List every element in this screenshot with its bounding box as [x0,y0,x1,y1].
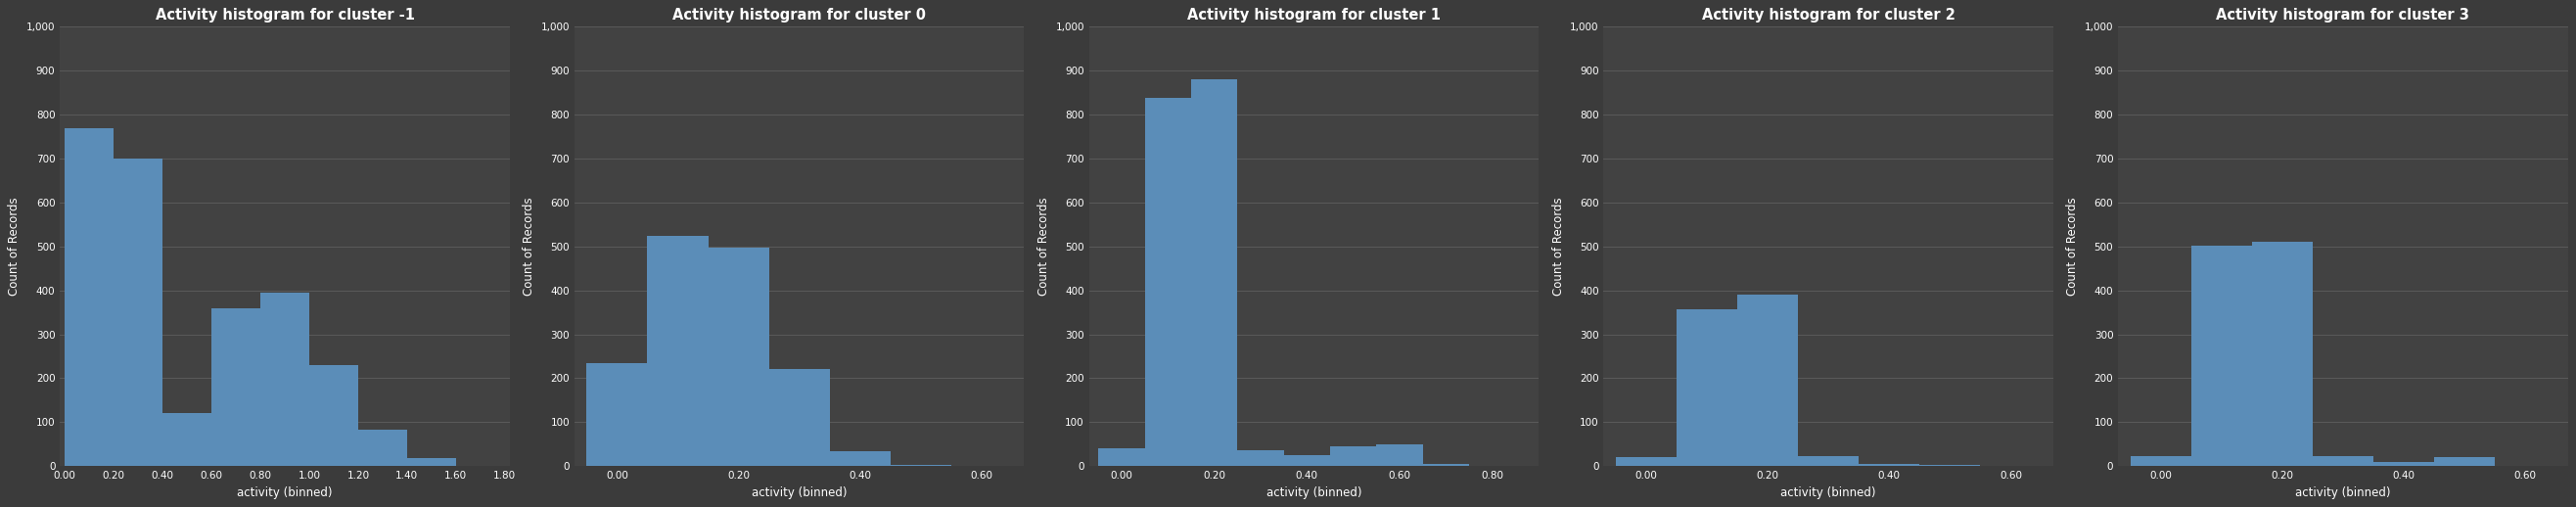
Title: Activity histogram for cluster 1: Activity histogram for cluster 1 [1188,8,1440,23]
Bar [1329,446,1376,466]
Bar [407,458,456,466]
Bar [358,430,407,466]
Bar [1422,464,1468,466]
Bar [2130,456,2192,466]
X-axis label: activity (binned): activity (binned) [1780,486,1875,499]
X-axis label: activity (binned): activity (binned) [2295,486,2391,499]
Bar [309,365,358,466]
Title: Activity histogram for cluster 2: Activity histogram for cluster 2 [1703,8,1955,23]
Title: Activity histogram for cluster -1: Activity histogram for cluster -1 [155,8,415,23]
X-axis label: activity (binned): activity (binned) [752,486,848,499]
Bar [162,413,211,466]
Y-axis label: Count of Records: Count of Records [2066,197,2079,296]
Bar [1736,295,1798,466]
Bar [1097,449,1144,466]
Bar [2192,245,2251,466]
Bar [647,235,708,466]
Bar [891,465,951,466]
X-axis label: activity (binned): activity (binned) [237,486,332,499]
Bar [1376,444,1422,466]
Bar [1190,80,1236,466]
Bar [2251,242,2313,466]
Y-axis label: Count of Records: Count of Records [1551,197,1564,296]
Bar [1798,456,1860,466]
Bar [113,159,162,466]
Y-axis label: Count of Records: Count of Records [1038,197,1051,296]
Bar [1677,309,1736,466]
Bar [1919,465,1981,466]
Title: Activity histogram for cluster 0: Activity histogram for cluster 0 [672,8,927,23]
Y-axis label: Count of Records: Count of Records [523,197,536,296]
Bar [708,247,770,466]
Bar [260,293,309,466]
Bar [64,128,113,466]
Bar [1283,455,1329,466]
Y-axis label: Count of Records: Count of Records [8,197,21,296]
Bar [770,370,829,466]
Bar [2372,462,2434,466]
Bar [1615,457,1677,466]
Bar [1236,450,1283,466]
Bar [1144,98,1190,466]
Bar [211,308,260,466]
Bar [2313,456,2372,466]
Bar [829,451,891,466]
Title: Activity histogram for cluster 3: Activity histogram for cluster 3 [2215,8,2470,23]
Bar [587,363,647,466]
Bar [1860,464,1919,466]
Bar [2434,457,2496,466]
X-axis label: activity (binned): activity (binned) [1267,486,1363,499]
